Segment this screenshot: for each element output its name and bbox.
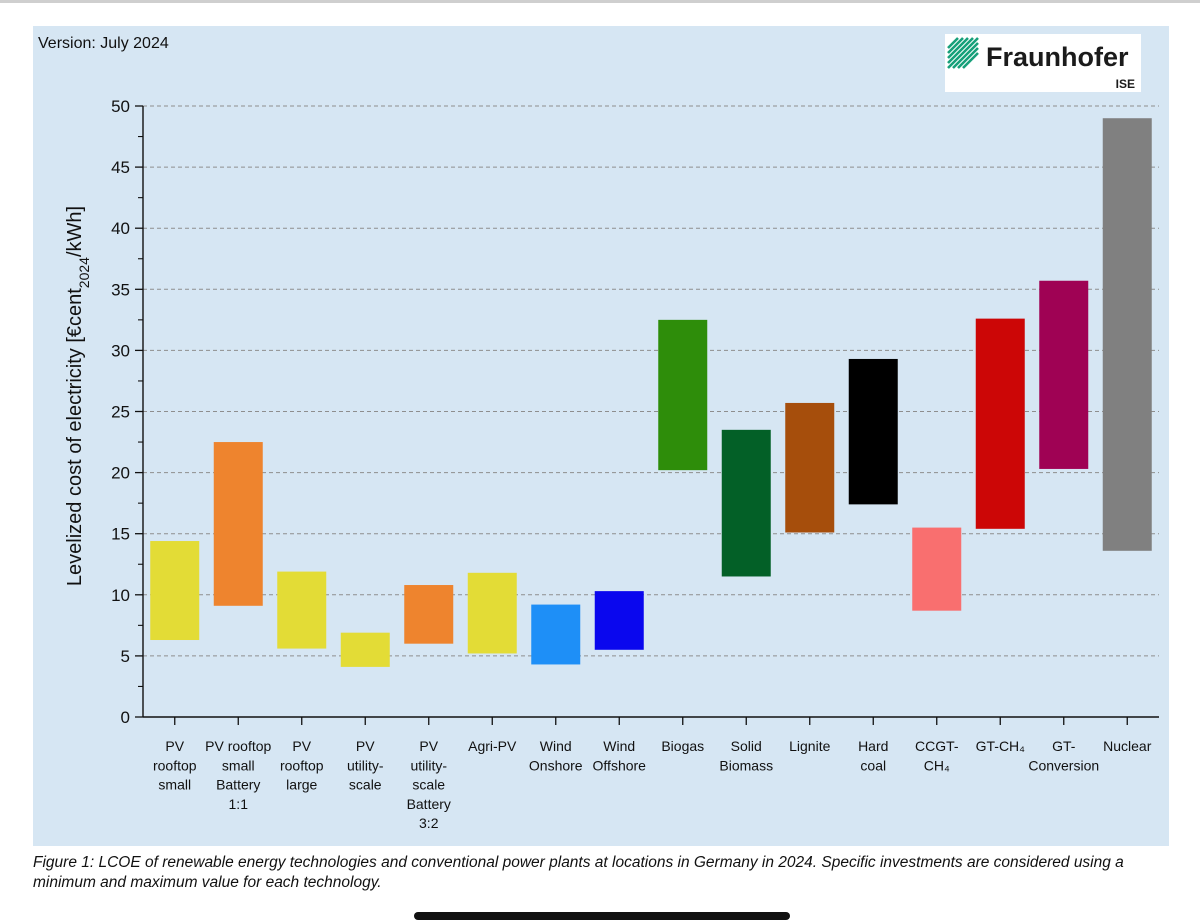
category-label: CCGT-CH₄ — [915, 738, 959, 773]
bar-4 — [404, 585, 454, 644]
category-label: Wind Offshore — [593, 738, 647, 773]
top-edge-line — [0, 0, 1200, 3]
category-label: PV utility-scale — [347, 738, 384, 793]
category-label: Agri-PV — [468, 738, 517, 754]
y-tick-label: 15 — [111, 525, 130, 544]
bar-5 — [467, 572, 517, 654]
y-axis-label-tail: /kWh] — [64, 206, 86, 257]
category-label: PV rooftop small Battery 1:1 — [205, 738, 271, 812]
category-label: PV rooftop large — [280, 738, 324, 793]
bars — [150, 118, 1152, 667]
axes: 0 5 10 15 20 25 30 35 40 45 50 — [111, 97, 1159, 727]
y-axis-label-sub: 2024 — [76, 257, 92, 288]
y-tick-label: 10 — [111, 586, 130, 605]
home-indicator — [414, 912, 790, 920]
category-label: Nuclear — [1103, 738, 1152, 754]
bar-1 — [213, 442, 263, 606]
chart-panel: 0 5 10 15 20 25 30 35 40 45 50 PV rooftop small PV ro… — [33, 26, 1169, 846]
category-label: Wind Onshore — [529, 738, 583, 773]
y-tick-label: 40 — [111, 219, 130, 238]
logo-sub: ISE — [1116, 77, 1135, 91]
y-tick-label: 0 — [121, 708, 130, 727]
y-axis-label: Levelized cost of electricity [€cent2024… — [64, 206, 92, 586]
category-label: GT-Conversion — [1028, 738, 1099, 773]
gridlines — [143, 105, 1159, 657]
y-tick-label: 30 — [111, 341, 130, 360]
logo-name: Fraunhofer — [986, 42, 1129, 72]
bar-3 — [340, 632, 390, 667]
category-label: Lignite — [789, 738, 830, 754]
fraunhofer-mark-icon — [947, 37, 979, 69]
bar-10 — [785, 402, 835, 533]
bar-8 — [658, 319, 708, 471]
bar-12 — [912, 527, 962, 611]
category-label: Hard coal — [858, 738, 888, 773]
y-tick-label: 20 — [111, 464, 130, 483]
y-tick-label: 35 — [111, 280, 130, 299]
bar-11 — [848, 358, 898, 505]
y-tick-label: 45 — [111, 158, 130, 177]
y-tick-label: 25 — [111, 403, 130, 422]
y-tick-label: 5 — [121, 647, 130, 666]
fraunhofer-logo: Fraunhofer ISE — [945, 34, 1141, 92]
y-tick-label: 50 — [111, 97, 130, 116]
y-axis-label-main: Levelized cost of electricity [€cent — [64, 288, 86, 586]
bar-14 — [1039, 280, 1089, 469]
category-label: PV rooftop small — [153, 738, 197, 793]
bar-9 — [721, 429, 771, 577]
figure-caption: Figure 1: LCOE of renewable energy techn… — [33, 854, 1124, 891]
bar-0 — [150, 541, 200, 641]
version-label: Version: July 2024 — [38, 35, 169, 52]
bar-13 — [975, 318, 1025, 529]
bar-15 — [1102, 118, 1152, 551]
bar-7 — [594, 591, 644, 650]
bar-6 — [531, 604, 581, 665]
category-label: PV utility-scale Battery 3:2 — [407, 738, 451, 831]
category-label: Biogas — [661, 738, 704, 754]
category-label: Solid Biomass — [719, 738, 773, 773]
bar-2 — [277, 571, 327, 649]
category-label: GT-CH₄ — [976, 738, 1026, 754]
